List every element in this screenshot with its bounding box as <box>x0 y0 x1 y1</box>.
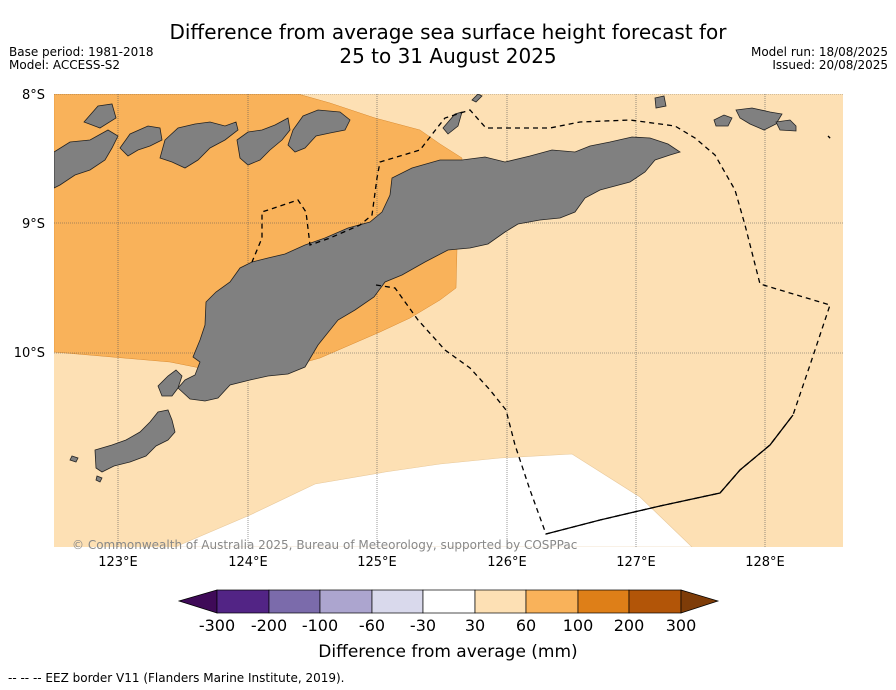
land-rote <box>94 409 176 473</box>
land-small-north <box>471 94 483 103</box>
colorbar-tick-10: 300 <box>666 616 697 635</box>
colorbar-bin-1 <box>216 589 270 614</box>
map-area <box>54 94 843 547</box>
land-moa <box>775 119 797 132</box>
lon-label-128e: 128°E <box>745 555 785 570</box>
eez-border-ne <box>827 135 833 141</box>
colorbar-bin-8 <box>577 589 630 614</box>
lat-label-9s: 9°S <box>22 217 45 232</box>
base-period-text: Base period: 1981-2018 <box>9 45 154 59</box>
colorbar-extend-low <box>177 589 218 614</box>
lon-label-123e: 123°E <box>98 555 138 570</box>
anomaly-region-neutral <box>174 453 693 547</box>
colorbar-tick-8: 100 <box>563 616 594 635</box>
colorbar-bin-5 <box>422 589 476 614</box>
land-wetar <box>287 109 351 153</box>
land-kisar <box>713 114 733 127</box>
land-lembata <box>119 125 163 157</box>
land-flores-east <box>54 129 119 189</box>
colorbar-bin-7 <box>525 589 579 614</box>
eez-footnote: -- -- -- EEZ border V11 (Flanders Marine… <box>8 671 345 685</box>
land-pantar <box>159 121 239 169</box>
colorbar-tick-7: 60 <box>516 616 536 635</box>
colorbar-extend-high <box>680 589 720 614</box>
colorbar-tick-5: -30 <box>410 616 436 635</box>
land-leti <box>735 107 783 131</box>
land-atauro <box>442 111 463 135</box>
lon-label-124e: 124°E <box>228 555 268 570</box>
colorbar-bin-9 <box>628 589 682 614</box>
land-ndao <box>69 455 79 463</box>
land-ndana <box>95 475 103 483</box>
lon-label-125e: 125°E <box>357 555 397 570</box>
colorbar-bin-6 <box>474 589 527 614</box>
issued-text: Issued: 20/08/2025 <box>772 58 888 72</box>
colorbar-bin-2 <box>268 589 321 614</box>
lon-label-126e: 126°E <box>487 555 527 570</box>
land-semau <box>157 369 183 397</box>
colorbar-tick-2: -200 <box>251 616 287 635</box>
meta-right: Model run: 18/08/2025 Issued: 20/08/2025 <box>751 46 888 72</box>
land-alor <box>236 117 291 166</box>
colorbar-bin-3 <box>319 589 373 614</box>
colorbar <box>177 589 720 614</box>
colorbar-tick-4: -60 <box>359 616 385 635</box>
copyright-text: © Commonwealth of Australia 2025, Bureau… <box>72 538 577 552</box>
colorbar-tick-6: 30 <box>465 616 485 635</box>
lat-label-8s: 8°S <box>22 88 45 103</box>
title-line-1: Difference from average sea surface heig… <box>169 20 727 44</box>
title-line-2: 25 to 31 August 2025 <box>339 44 557 68</box>
land-timor <box>177 136 681 402</box>
land-liran <box>654 95 667 109</box>
colorbar-tick-3: -100 <box>302 616 338 635</box>
model-run-text: Model run: 18/08/2025 <box>750 45 888 59</box>
model-text: Model: ACCESS-S2 <box>9 58 121 72</box>
colorbar-tick-1: -300 <box>199 616 235 635</box>
lat-label-10s: 10°S <box>14 346 45 361</box>
lon-label-127e: 127°E <box>616 555 656 570</box>
map-title: Difference from average sea surface heig… <box>0 20 896 68</box>
eez-border-solid <box>545 414 794 535</box>
colorbar-bin-4 <box>371 589 424 614</box>
meta-left: Base period: 1981-2018 Model: ACCESS-S2 <box>9 46 154 72</box>
colorbar-title: Difference from average (mm) <box>318 642 577 662</box>
eez-border <box>251 109 831 535</box>
land-solor <box>83 103 117 129</box>
colorbar-tick-9: 200 <box>614 616 645 635</box>
